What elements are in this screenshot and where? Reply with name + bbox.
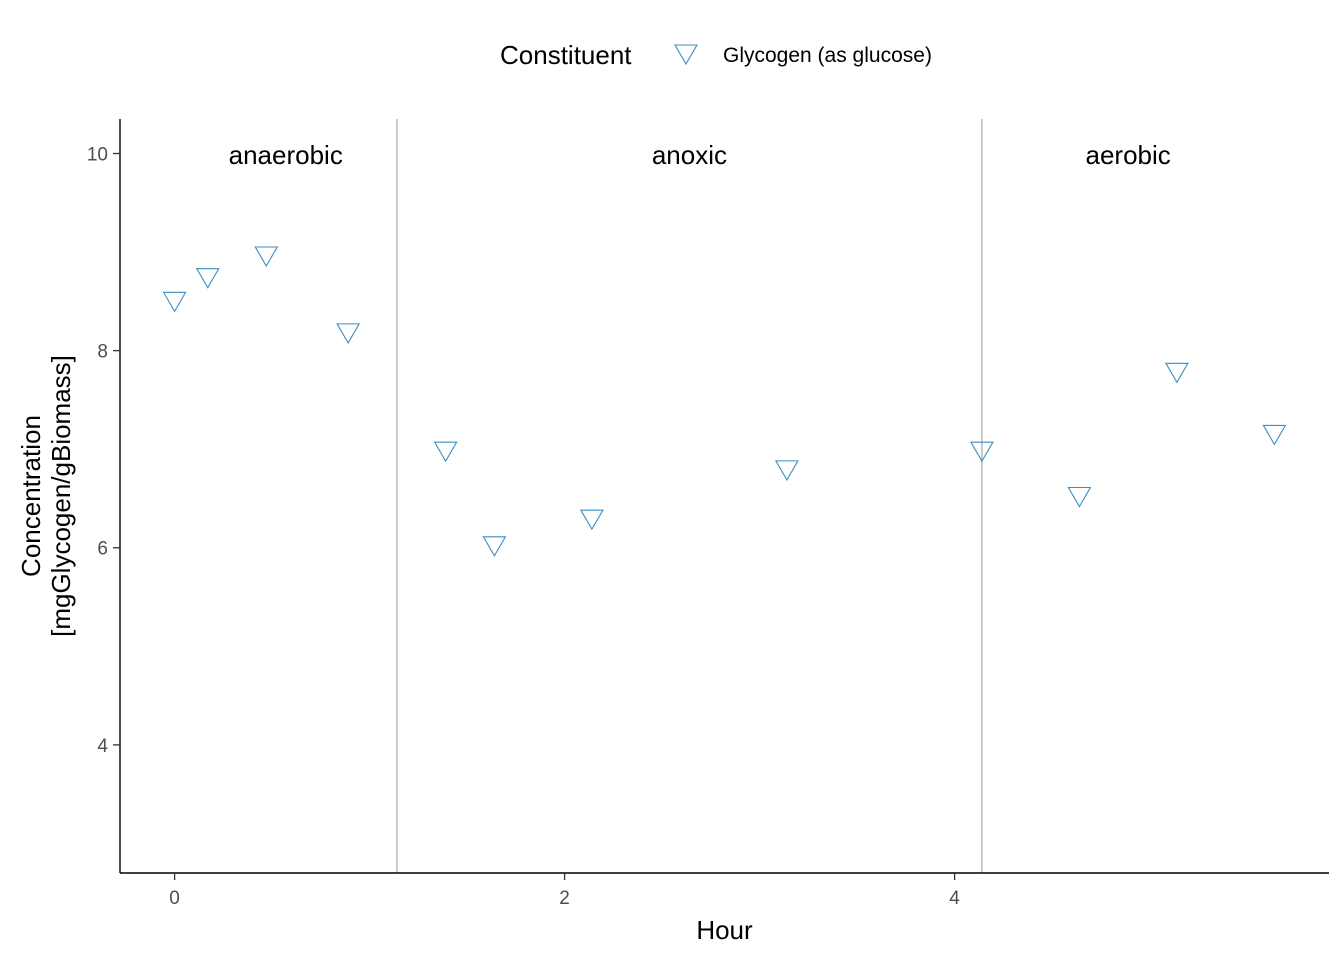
data-point-glycogen	[254, 246, 279, 268]
data-point-glycogen	[1164, 362, 1189, 384]
phase-labels: anaerobic anoxic aerobic	[229, 140, 1171, 170]
legend-label-glycogen: Glycogen (as glucose)	[723, 44, 932, 67]
y-tick-label: 8	[97, 342, 108, 363]
data-point-glycogen	[482, 536, 507, 557]
data-point-glycogen	[162, 291, 187, 313]
phase-boundaries	[396, 119, 983, 873]
data-point-glycogen	[1067, 486, 1092, 508]
data-point-glycogen	[969, 441, 994, 463]
phase-label-aerobic: aerobic	[1086, 140, 1171, 170]
y-tick-label: 10	[87, 144, 108, 165]
y-tick-label: 6	[97, 539, 108, 560]
y-tick-label: 4	[97, 736, 108, 757]
y-axis-ticks: 4 6 8 10	[87, 144, 120, 757]
x-axis-ticks: 0 2 4	[169, 873, 960, 909]
legend: Constituent Glycogen (as glucose)	[500, 40, 932, 70]
x-axis-title: Hour	[696, 915, 753, 945]
data-point-glycogen	[195, 268, 220, 289]
phase-label-anoxic: anoxic	[652, 140, 727, 170]
y-axis-title: Concentration [mgGlycogen/gBiomass]	[16, 355, 76, 637]
x-tick-label: 2	[559, 888, 570, 909]
y-axis-title-line-1: Concentration	[16, 415, 46, 577]
legend-title: Constituent	[500, 40, 632, 70]
legend-key-glycogen	[674, 44, 698, 66]
x-tick-label: 4	[949, 888, 960, 909]
phase-label-anaerobic: anaerobic	[229, 140, 343, 170]
plot-area: anaerobic anoxic aerobic 0 2 4 4 6 8 10	[87, 119, 1329, 909]
x-tick-label: 0	[169, 888, 180, 909]
data-point-glycogen	[774, 460, 799, 481]
data-points	[162, 246, 1287, 557]
data-point-glycogen	[336, 323, 361, 344]
data-point-glycogen	[579, 509, 604, 531]
y-axis-title-line-2: [mgGlycogen/gBiomass]	[46, 355, 76, 637]
data-point-glycogen	[1262, 424, 1287, 446]
data-point-glycogen	[433, 441, 458, 463]
